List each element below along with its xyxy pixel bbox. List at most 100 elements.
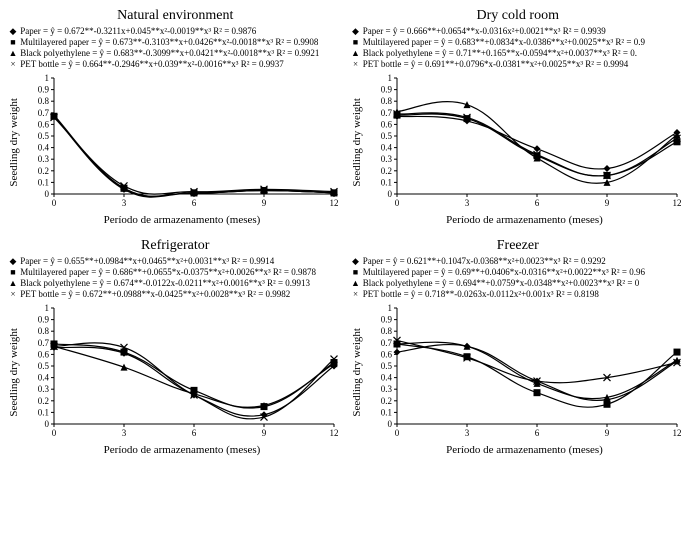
svg-text:3: 3 <box>464 198 469 208</box>
legend-row: ▲ Black polyethylene = ŷ = 0.694**+0.075… <box>351 278 686 289</box>
legend-text: Paper = ŷ = 0.666**+0.0654**x-0.0316x²+0… <box>361 26 606 36</box>
svg-text:12: 12 <box>330 198 339 208</box>
legend-row: × PET bottle = ŷ = 0.664**-0.2946**x+0.0… <box>8 59 343 70</box>
svg-text:0.2: 0.2 <box>380 166 391 176</box>
svg-text:0.2: 0.2 <box>38 166 49 176</box>
legend-text: PET bottle = ŷ = 0.664**-0.2946**x+0.039… <box>18 59 284 69</box>
legend: ◆ Paper = ŷ = 0.655**+0.0984**x+0.0465**… <box>8 256 343 300</box>
legend-row: ◆ Paper = ŷ = 0.672**-0.3211x+0.045**x²-… <box>8 26 343 37</box>
legend-text: Multilayered paper = ŷ = 0.673**-0.3103*… <box>18 37 318 47</box>
svg-text:0.5: 0.5 <box>380 361 392 371</box>
svg-text:0.8: 0.8 <box>380 96 392 106</box>
svg-text:0.3: 0.3 <box>38 154 50 164</box>
legend-row: × PET bottle = ŷ = 0.672**+0.0988**x-0.0… <box>8 289 343 300</box>
legend-row: ■ Multilayered paper = ŷ = 0.69**+0.0406… <box>351 267 686 278</box>
pet_bottle-marker-icon: × <box>8 289 18 300</box>
svg-text:1: 1 <box>387 73 392 83</box>
svg-text:0.6: 0.6 <box>380 349 392 359</box>
chart-panel-freezer: Freezer ◆ Paper = ŷ = 0.621**+0.1047x-0.0… <box>351 238 686 456</box>
legend-text: Paper = ŷ = 0.621**+0.1047x-0.0368**x²+0… <box>361 256 606 266</box>
paper-marker-icon: ◆ <box>351 26 361 37</box>
legend-text: PET bottle = ŷ = 0.691**+0.0796*x-0.0381… <box>361 59 629 69</box>
legend-text: Black polyethylene = ŷ = 0.694**+0.0759*… <box>361 278 640 288</box>
svg-text:0.9: 0.9 <box>38 85 50 95</box>
legend-row: ■ Multilayered paper = ŷ = 0.686**+0.065… <box>8 267 343 278</box>
svg-text:9: 9 <box>262 428 267 438</box>
panel-title: Refrigerator <box>8 238 343 254</box>
svg-text:6: 6 <box>534 198 539 208</box>
legend-row: ◆ Paper = ŷ = 0.621**+0.1047x-0.0368**x²… <box>351 256 686 267</box>
legend-row: ▲ Black polyethylene = ŷ = 0.683**-0.309… <box>8 48 343 59</box>
chart-panel-natural: Natural environment◆ Paper = ŷ = 0.672**… <box>8 8 343 226</box>
svg-text:12: 12 <box>330 428 339 438</box>
legend-text: Black polyethylene = ŷ = 0.674**-0.0122x… <box>18 278 310 288</box>
y-axis-label: Seedling dry weight <box>8 98 20 187</box>
svg-text:0: 0 <box>394 428 399 438</box>
chart-wrap: Seedling dry weight00.10.20.30.40.50.60.… <box>8 302 343 442</box>
svg-text:0.4: 0.4 <box>38 143 50 153</box>
multilayered-marker-icon: ■ <box>8 37 18 48</box>
paper-marker-icon: ◆ <box>8 26 18 37</box>
panel-title: Freezer <box>351 238 686 254</box>
panel-title: Dry cold room <box>351 8 686 24</box>
svg-text:0.4: 0.4 <box>38 373 50 383</box>
legend-text: Multilayered paper = ŷ = 0.683**+0.0834*… <box>361 37 645 47</box>
legend-text: PET bottle = ŷ = 0.672**+0.0988**x-0.042… <box>18 289 290 299</box>
svg-text:0.1: 0.1 <box>380 177 391 187</box>
legend: ◆ Paper = ŷ = 0.672**-0.3211x+0.045**x²-… <box>8 26 343 70</box>
svg-text:0.7: 0.7 <box>38 108 50 118</box>
chart-panel-drycold: Dry cold room ◆ Paper = ŷ = 0.666**+0.065… <box>351 8 686 226</box>
paper-marker-icon: ◆ <box>8 256 18 267</box>
legend-row: ◆ Paper = ŷ = 0.666**+0.0654**x-0.0316x²… <box>351 26 686 37</box>
svg-text:0: 0 <box>45 189 50 199</box>
svg-text:3: 3 <box>122 198 127 208</box>
svg-text:0.5: 0.5 <box>38 131 50 141</box>
svg-text:0.5: 0.5 <box>380 131 392 141</box>
svg-text:0.5: 0.5 <box>38 361 50 371</box>
x-axis-label: Período de armazenamento (meses) <box>42 214 322 226</box>
svg-text:0.3: 0.3 <box>38 384 50 394</box>
legend-row: ▲ Black polyethylene = ŷ = 0.674**-0.012… <box>8 278 343 289</box>
svg-text:0.2: 0.2 <box>38 396 49 406</box>
legend-text: Paper = ŷ = 0.655**+0.0984**x+0.0465**x²… <box>18 256 274 266</box>
svg-text:1: 1 <box>45 73 50 83</box>
svg-text:0.1: 0.1 <box>380 407 391 417</box>
svg-text:0.3: 0.3 <box>380 384 392 394</box>
black_poly-marker-icon: ▲ <box>8 278 18 289</box>
svg-text:0: 0 <box>387 189 392 199</box>
svg-text:0.6: 0.6 <box>38 349 50 359</box>
y-axis-label: Seedling dry weight <box>8 328 20 417</box>
svg-text:0: 0 <box>387 419 392 429</box>
legend-text: Multilayered paper = ŷ = 0.686**+0.0655*… <box>18 267 316 277</box>
legend-text: Black polyethylene = ŷ = 0.71**+0.165**x… <box>361 48 637 58</box>
svg-text:1: 1 <box>45 303 50 313</box>
svg-text:0.7: 0.7 <box>380 108 392 118</box>
multilayered-marker-icon: ■ <box>351 37 361 48</box>
svg-text:3: 3 <box>464 428 469 438</box>
x-axis-label: Período de armazenamento (meses) <box>385 214 665 226</box>
pet_bottle-marker-icon: × <box>351 59 361 70</box>
chart-svg: 00.10.20.30.40.50.60.70.80.91036912 <box>20 72 340 212</box>
panel-grid: Natural environment◆ Paper = ŷ = 0.672**… <box>8 8 685 456</box>
chart-wrap: Seedling dry weight00.10.20.30.40.50.60.… <box>351 302 686 442</box>
chart-svg: 00.10.20.30.40.50.60.70.80.91036912 <box>363 302 683 442</box>
legend-row: ■ Multilayered paper = ŷ = 0.683**+0.083… <box>351 37 686 48</box>
y-axis-label: Seedling dry weight <box>351 98 363 187</box>
svg-text:0.1: 0.1 <box>38 407 49 417</box>
pet_bottle-marker-icon: × <box>8 59 18 70</box>
legend: ◆ Paper = ŷ = 0.666**+0.0654**x-0.0316x²… <box>351 26 686 70</box>
svg-text:9: 9 <box>604 428 609 438</box>
svg-text:0.7: 0.7 <box>380 338 392 348</box>
svg-text:0.1: 0.1 <box>38 177 49 187</box>
svg-text:6: 6 <box>192 428 197 438</box>
legend-row: × PET bottle = ŷ = 0.691**+0.0796*x-0.03… <box>351 59 686 70</box>
svg-text:0.8: 0.8 <box>38 326 50 336</box>
black_poly-marker-icon: ▲ <box>351 48 361 59</box>
svg-text:6: 6 <box>192 198 197 208</box>
legend-text: Black polyethylene = ŷ = 0.683**-0.3099*… <box>18 48 319 58</box>
x-axis-label: Período de armazenamento (meses) <box>42 444 322 456</box>
multilayered-marker-icon: ■ <box>8 267 18 278</box>
legend-text: PET bottle = ŷ = 0.718**-0.0263x-0.0112x… <box>361 289 599 299</box>
svg-text:0.6: 0.6 <box>380 119 392 129</box>
legend-row: ■ Multilayered paper = ŷ = 0.673**-0.310… <box>8 37 343 48</box>
